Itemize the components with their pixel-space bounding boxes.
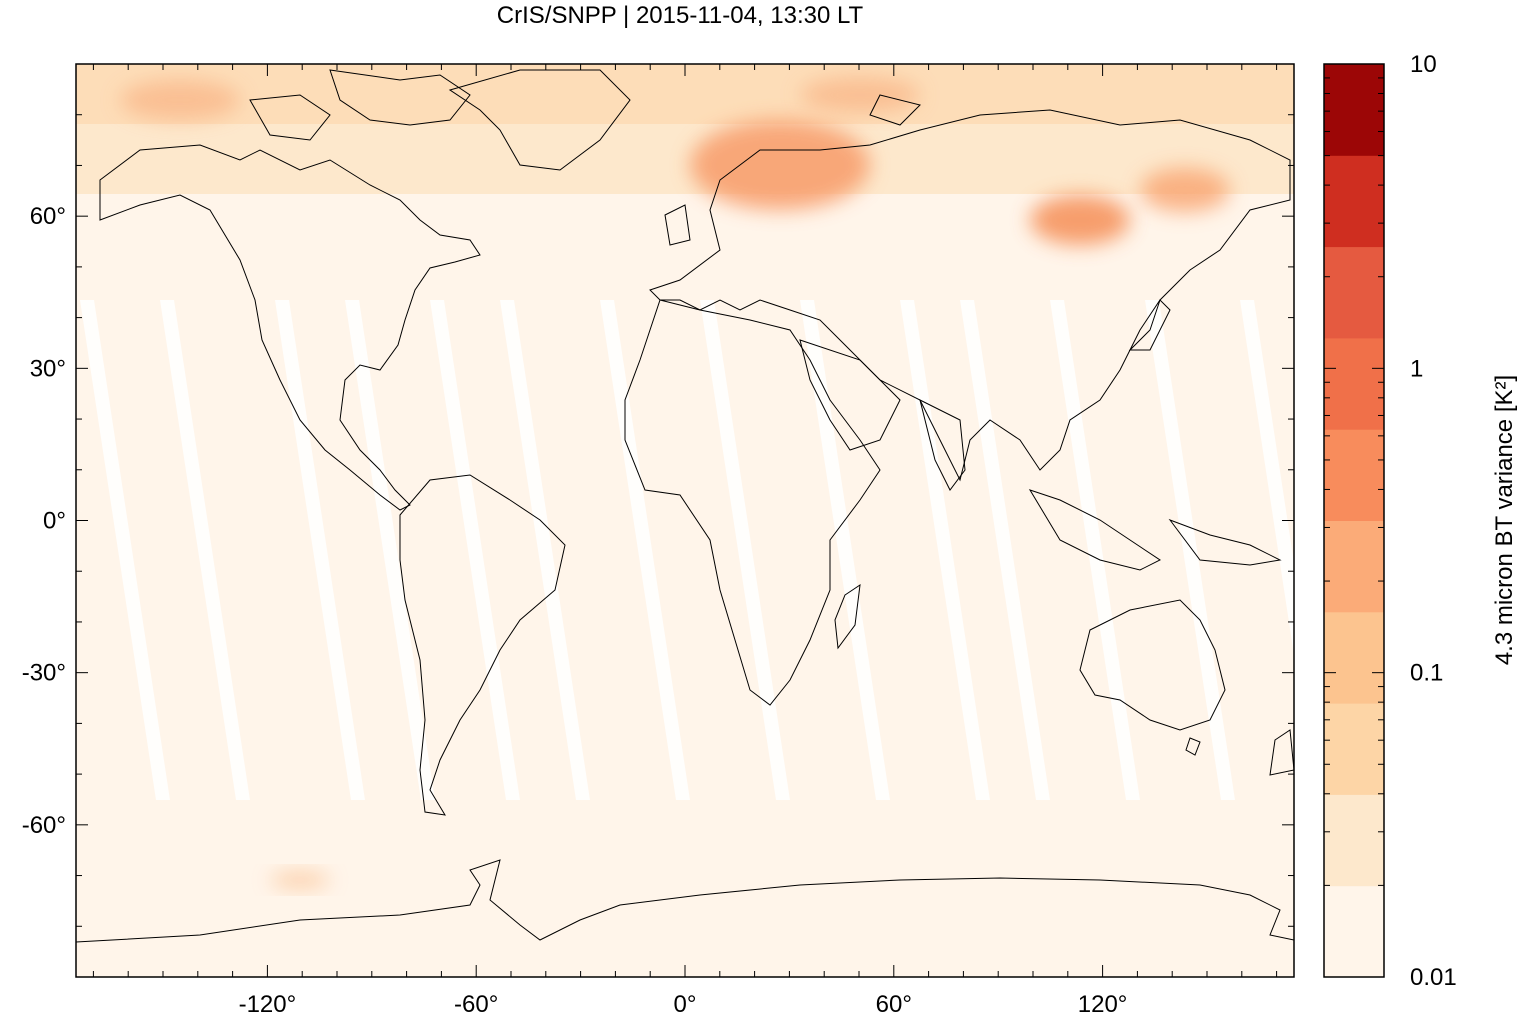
y-tick-label: -60° (22, 812, 66, 839)
swath-gap (160, 300, 250, 800)
y-tick-label: 60° (30, 203, 66, 230)
map-tick-labels: -120° -60° 0° 60° 120° 60° 30° 0° -30° -60° (22, 203, 1128, 1018)
colorbar-swatch (1324, 520, 1384, 613)
satellite-swath-gaps (80, 300, 1294, 800)
colorbar-tick-label: 1 (1410, 355, 1423, 382)
x-tick-label: 60° (876, 991, 912, 1018)
map-panel (76, 64, 1294, 977)
coastlines (76, 69, 1294, 943)
colorbar-label: 4.3 micron BT variance [K²] (1491, 375, 1518, 665)
swath-gap (1145, 300, 1235, 800)
swath-gap (700, 300, 790, 800)
colorbar-tick-labels: 10 1 0.1 0.01 (1410, 51, 1457, 991)
colorbar (1324, 64, 1384, 978)
swath-gap (1050, 300, 1140, 800)
map-ticks (76, 64, 1294, 977)
swath-gap (275, 300, 365, 800)
colorbar-swatch (1324, 337, 1384, 430)
colorbar-swatch (1324, 155, 1384, 248)
colorbar-swatch (1324, 703, 1384, 795)
colorbar-swatch (1324, 64, 1384, 156)
swath-gap (800, 300, 890, 800)
swath-gap (80, 300, 170, 800)
colorbar-ticks (1324, 77, 1384, 978)
x-tick-label: -60° (454, 991, 498, 1018)
colorbar-swatch (1324, 885, 1384, 978)
swath-gap (960, 300, 1050, 800)
swath-gap (1240, 300, 1294, 656)
x-tick-label: 0° (674, 991, 697, 1018)
swath-gap (500, 300, 590, 800)
colorbar-swatch (1324, 246, 1384, 339)
y-tick-label: 0° (43, 508, 66, 535)
swath-gap (430, 300, 520, 800)
y-tick-label: -30° (22, 660, 66, 687)
colorbar-swatch (1324, 794, 1384, 887)
swath-gap (600, 300, 690, 800)
colorbar-swatch (1324, 611, 1384, 704)
x-tick-label: -120° (239, 991, 297, 1018)
colorbar-frame (1323, 63, 1385, 978)
swath-gap (345, 300, 435, 800)
colorbar-tick-label: 0.1 (1410, 660, 1443, 687)
swath-gap (900, 300, 990, 800)
colorbar-tick-label: 10 (1410, 51, 1437, 78)
colorbar-swatch (1324, 429, 1384, 521)
y-tick-label: 30° (30, 355, 66, 382)
colorbar-tick-label: 0.01 (1410, 964, 1457, 991)
x-tick-label: 120° (1078, 991, 1128, 1018)
chart-title: CrIS/SNPP | 2015-11-04, 13:30 LT (496, 2, 864, 29)
